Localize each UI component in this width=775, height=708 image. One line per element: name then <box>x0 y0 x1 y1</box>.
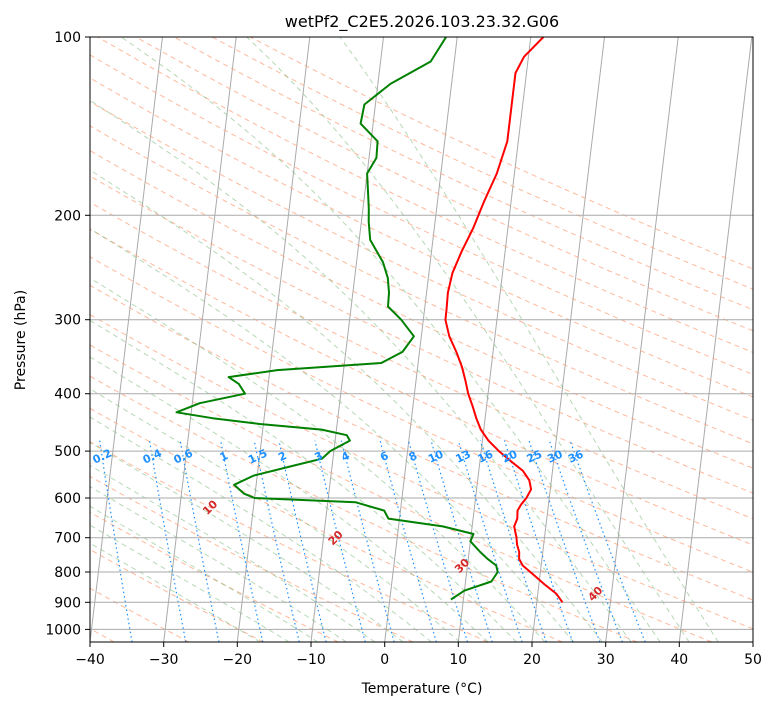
dry-adiabat <box>90 101 753 421</box>
mixing-ratio-line <box>430 440 493 642</box>
mixing-ratio-line <box>503 440 574 642</box>
x-axis-title: Temperature (°C) <box>361 681 483 697</box>
moist-adiabat <box>90 169 603 642</box>
y-tick-label: 1000 <box>45 622 81 638</box>
isotherm-line <box>310 37 384 642</box>
moist-adiabat <box>90 464 376 642</box>
y-tick-label: 600 <box>54 491 81 507</box>
x-tick-label: 40 <box>670 652 688 668</box>
mixing-ratio-label: 20 <box>500 447 520 465</box>
mixing-ratio-line <box>479 440 547 642</box>
y-tick-label: 400 <box>54 387 81 403</box>
isotherm-line <box>384 37 458 642</box>
chart-title: wetPf2_C2E5.2026.103.23.32.G06 <box>285 12 559 32</box>
y-tick-label: 900 <box>54 595 81 611</box>
y-tick-label: 700 <box>54 531 81 547</box>
x-tick-label: 50 <box>744 652 762 668</box>
mixing-ratio-label: 25 <box>525 448 544 466</box>
moist-adiabat <box>90 388 461 642</box>
dry-adiabat <box>90 228 753 546</box>
moist-adiabat <box>90 416 432 642</box>
dry-adiabat <box>90 511 339 642</box>
mixing-ratio-line <box>457 440 523 642</box>
x-tick-label: −30 <box>149 652 179 668</box>
y-axis: 100 200 300 400 500 600 700 800 900 1000 <box>45 30 90 638</box>
isotherm-line <box>163 37 237 642</box>
x-tick-label: −20 <box>223 652 253 668</box>
mixing-ratio-label: 10 <box>426 447 446 465</box>
y-tick-label: 300 <box>54 313 81 329</box>
x-tick-label: 30 <box>597 652 615 668</box>
sounding-series <box>175 37 564 603</box>
dry-adiabat <box>90 125 753 445</box>
mixing-ratio-line <box>528 440 601 642</box>
x-tick-label: −10 <box>296 652 326 668</box>
x-tick-label: 0 <box>380 652 389 668</box>
dry-adiabat <box>90 175 753 494</box>
x-tick-label: 20 <box>523 652 541 668</box>
moist-adiabat <box>90 228 574 642</box>
dry-adiabat <box>90 441 488 642</box>
dry-adiabat <box>90 256 753 573</box>
dry-adiabat <box>90 284 753 601</box>
x-tick-label: −40 <box>75 652 105 668</box>
dewpoint-profile <box>175 37 499 601</box>
moist-adiabat <box>90 542 261 642</box>
mixing-ratio-line <box>253 440 300 642</box>
isotherm-line <box>605 37 679 642</box>
moist-adiabat <box>90 277 546 642</box>
moist-adiabat <box>339 37 719 642</box>
y-tick-label: 500 <box>54 444 81 460</box>
dry-adiabat <box>135 37 753 332</box>
isotherm-line <box>678 37 753 642</box>
dry-adiabat <box>90 548 264 642</box>
mixing-ratio-line <box>220 440 264 642</box>
y-axis-title: Pressure (hPa) <box>13 290 29 390</box>
y-tick-label: 800 <box>54 565 81 581</box>
pressure-gridlines <box>90 37 753 630</box>
dry-adiabat <box>90 344 712 642</box>
dry-adiabat <box>90 54 753 375</box>
x-tick-label: 10 <box>449 652 467 668</box>
y-tick-label: 100 <box>54 30 81 46</box>
y-tick-label: 200 <box>54 208 81 224</box>
mixing-ratio-label: 13 <box>454 448 473 466</box>
mixing-ratio-label: 30 <box>545 447 565 465</box>
x-axis: −40 −30 −20 −10 0 10 20 30 40 50 <box>75 642 762 668</box>
isotherm-line <box>236 37 311 642</box>
moist-adiabat <box>90 486 347 642</box>
plot-frame <box>89 36 754 643</box>
dry-adiabat <box>90 407 563 642</box>
mixing-ratio-line <box>148 440 187 642</box>
moist-adiabat <box>90 356 489 642</box>
mixing-ratio-line <box>179 440 220 642</box>
moist-adiabat <box>90 99 632 642</box>
mixing-ratio-label: 36 <box>566 447 586 465</box>
isotherm-line <box>90 37 163 642</box>
mixing-ratio-label: 16 <box>476 447 496 465</box>
temperature-profile <box>444 37 564 603</box>
